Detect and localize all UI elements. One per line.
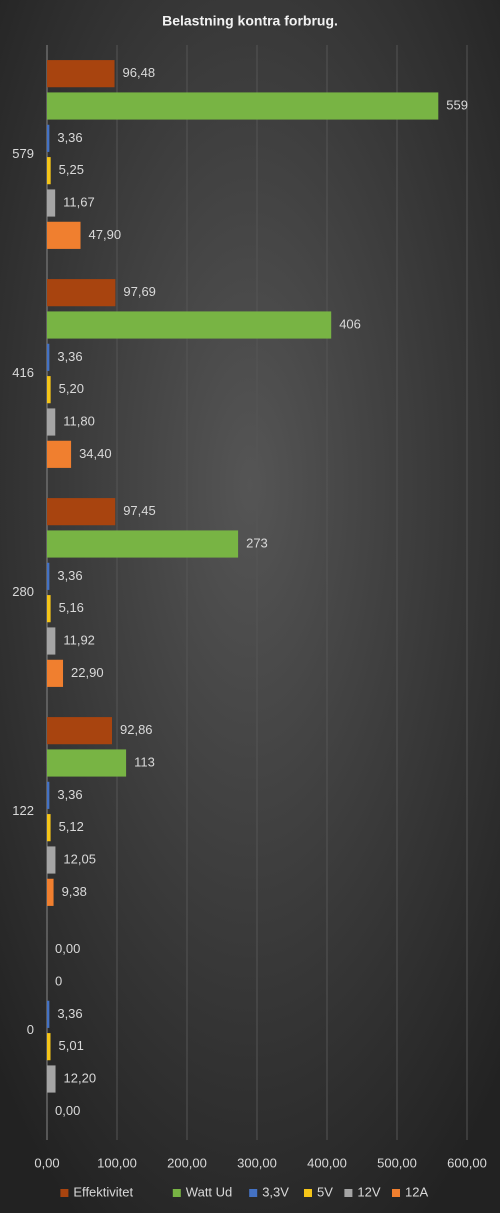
- x-tick-label: 200,00: [167, 1155, 207, 1170]
- data-label: 113: [134, 754, 155, 769]
- bar: [47, 440, 72, 468]
- legend-swatch: [304, 1189, 312, 1197]
- legend-swatch: [172, 1189, 181, 1197]
- data-label: 3,36: [57, 1006, 82, 1021]
- y-tick-label: 416: [12, 365, 34, 380]
- x-tick-label: 300,00: [237, 1155, 277, 1170]
- bar: [47, 124, 50, 152]
- legend-label: Effektivitet: [73, 1184, 133, 1199]
- data-label: 5,12: [59, 819, 84, 834]
- bar: [47, 878, 54, 906]
- bar: [47, 717, 113, 745]
- y-tick-label: 579: [12, 146, 34, 161]
- legend-label: 12V: [357, 1184, 380, 1199]
- legend-swatch: [249, 1189, 258, 1197]
- data-label: 3,36: [57, 568, 82, 583]
- data-label: 11,67: [63, 194, 95, 209]
- data-label: 11,92: [63, 632, 95, 647]
- data-label: 3,36: [57, 349, 82, 364]
- legend-swatch: [344, 1189, 353, 1197]
- data-label: 5,01: [59, 1038, 84, 1053]
- data-label: 22,90: [71, 665, 104, 680]
- data-label: 0: [55, 973, 62, 988]
- x-tick-label: 500,00: [377, 1155, 417, 1170]
- bar: [47, 279, 116, 307]
- data-label: 3,36: [57, 787, 82, 802]
- bar: [47, 749, 127, 777]
- bar: [47, 221, 81, 249]
- y-tick-label: 122: [12, 803, 34, 818]
- bar: [47, 781, 50, 809]
- bar: [47, 376, 51, 404]
- legend-label: 12A: [405, 1184, 428, 1199]
- bar: [47, 498, 116, 526]
- data-label: 97,69: [123, 284, 156, 299]
- data-label: 0,00: [55, 941, 80, 956]
- bar: [47, 408, 56, 436]
- legend-label: 3,3V: [262, 1184, 289, 1199]
- bar: [47, 627, 56, 655]
- bar: [47, 1000, 50, 1028]
- data-label: 0,00: [55, 1103, 80, 1118]
- x-tick-label: 100,00: [97, 1155, 137, 1170]
- x-tick-label: 600,00: [447, 1155, 487, 1170]
- data-label: 406: [339, 316, 361, 331]
- chart-title: Belastning kontra forbrug.: [162, 13, 338, 29]
- bar: [47, 530, 239, 558]
- bar: [47, 92, 439, 120]
- bar: [47, 60, 115, 88]
- x-tick-label: 400,00: [307, 1155, 347, 1170]
- data-label: 5,16: [59, 600, 84, 615]
- bar: [47, 562, 50, 590]
- data-label: 34,40: [79, 446, 112, 461]
- legend-swatch: [392, 1189, 400, 1197]
- data-label: 273: [246, 535, 268, 550]
- y-tick-label: 0: [27, 1022, 34, 1037]
- data-label: 92,86: [120, 722, 153, 737]
- data-label: 559: [446, 97, 468, 112]
- data-label: 47,90: [89, 227, 122, 242]
- legend-label: 5V: [317, 1184, 333, 1199]
- bar: [47, 157, 51, 185]
- data-label: 12,05: [63, 851, 96, 866]
- bar: [47, 1065, 56, 1093]
- bar: [47, 343, 50, 371]
- data-label: 97,45: [123, 503, 156, 518]
- bar: [47, 659, 64, 687]
- data-label: 96,48: [123, 65, 156, 80]
- bar: [47, 189, 56, 217]
- bar: [47, 311, 332, 339]
- data-label: 3,36: [57, 130, 82, 145]
- legend-swatch: [60, 1189, 69, 1197]
- data-label: 12,20: [64, 1070, 97, 1085]
- bar: [47, 814, 51, 842]
- bar: [47, 595, 51, 623]
- data-label: 11,80: [63, 413, 95, 428]
- data-label: 5,25: [59, 162, 84, 177]
- legend-label: Watt Ud: [186, 1184, 232, 1199]
- y-tick-label: 280: [12, 584, 34, 599]
- data-label: 5,20: [59, 381, 84, 396]
- x-tick-label: 0,00: [34, 1155, 59, 1170]
- bar: [47, 846, 56, 874]
- bar: [47, 1033, 51, 1061]
- data-label: 9,38: [62, 884, 87, 899]
